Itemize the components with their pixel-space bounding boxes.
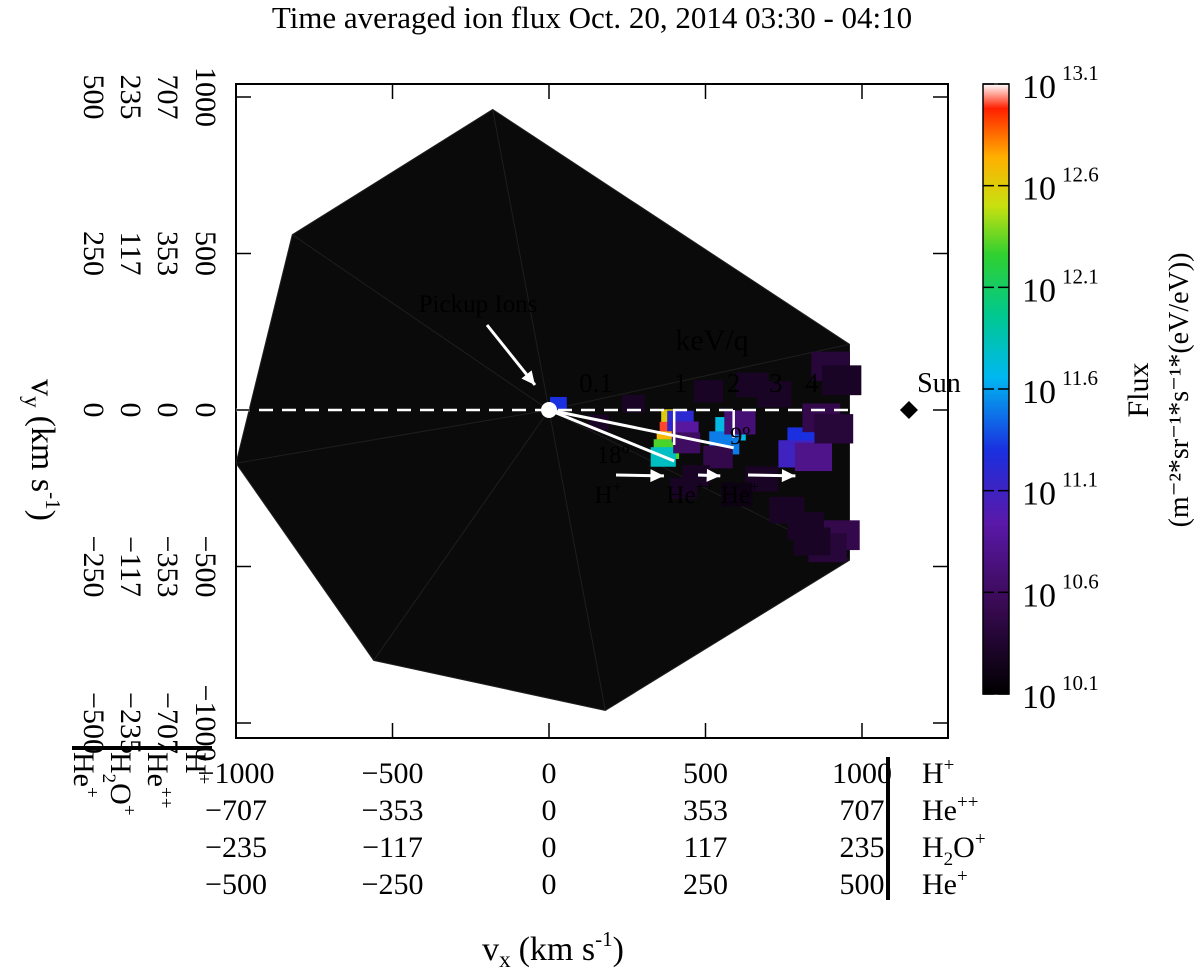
- y-species-label: He+: [67, 752, 102, 798]
- sector-line: [292, 234, 550, 411]
- colorbar-tick-label: 10 11.6: [1022, 366, 1098, 411]
- x-tick-label: 0: [542, 794, 557, 827]
- peak-arrow-head: [650, 469, 664, 483]
- sun-marker: [899, 401, 918, 419]
- x-tick-label: −235: [205, 831, 267, 864]
- y-tick-label: 500: [189, 231, 222, 276]
- y-tick-label: −500: [189, 536, 222, 598]
- y-species-label: H+: [179, 752, 214, 784]
- x-tick-label: −707: [205, 794, 267, 827]
- y-tick-label: 0: [77, 403, 110, 418]
- colorbar-label: Flux: [1122, 362, 1155, 417]
- y-species-label: He++: [141, 752, 176, 808]
- x-tick-label: 707: [840, 794, 885, 827]
- energy-tick-label: 0.1: [579, 368, 613, 398]
- energy-scale-title: keV/q: [675, 324, 748, 357]
- y-tick-label: 500: [77, 75, 110, 120]
- pickup-arrow-head: [521, 370, 535, 385]
- x-tick-label: −500: [362, 757, 424, 790]
- flux-cell: [694, 380, 724, 403]
- x-tick-label: 250: [683, 868, 728, 901]
- flux-cell: [670, 477, 697, 499]
- flux-cell: [757, 381, 792, 408]
- y-tick-label: −707: [151, 692, 184, 754]
- x-tick-label: 500: [683, 757, 728, 790]
- y-tick-label: −353: [151, 536, 184, 598]
- x-tick-label: 500: [840, 868, 885, 901]
- sector-line: [236, 409, 550, 464]
- y-tick-label: −500: [77, 692, 110, 754]
- x-axis-label: vx (km s-1): [482, 927, 624, 972]
- colorbar-tick-label: 10 12.1: [1022, 264, 1099, 309]
- x-tick-label: −117: [362, 831, 423, 864]
- x-tick-label: 0: [542, 831, 557, 864]
- y-tick-label: −250: [77, 536, 110, 598]
- colorbar-tick-label: 10 12.6: [1022, 163, 1099, 208]
- x-species-label: He+: [922, 866, 968, 901]
- x-tick-label: 0: [542, 868, 557, 901]
- flux-cell: [622, 394, 645, 413]
- y-species-label: H2O+: [98, 752, 139, 816]
- angle-label-18: 18º: [597, 442, 630, 469]
- sector-line: [492, 109, 550, 411]
- x-tick-label: 353: [683, 794, 728, 827]
- x-tick-label: −500: [205, 868, 267, 901]
- x-tick-label: −1000: [198, 757, 275, 790]
- x-tick-label: −250: [362, 868, 424, 901]
- colorbar-tick-label: 10 10.1: [1022, 671, 1099, 716]
- x-species-label: He++: [922, 792, 978, 827]
- flux-cell: [821, 365, 862, 396]
- y-tick-label: 707: [151, 75, 184, 120]
- energy-tick-label: 4: [805, 368, 819, 398]
- sector-line: [548, 409, 606, 711]
- x-tick-label: 117: [684, 831, 728, 864]
- flux-cell: [703, 445, 733, 469]
- x-species-label: H+: [922, 755, 954, 790]
- y-tick-label: −117: [114, 536, 147, 597]
- y-tick-label: 0: [151, 403, 184, 418]
- y-tick-label: 0: [189, 403, 222, 418]
- x-tick-label: −353: [362, 794, 424, 827]
- flux-cell: [814, 414, 854, 444]
- y-tick-label: 235: [114, 75, 147, 120]
- colorbar-tick-label: 10 13.1: [1022, 61, 1099, 106]
- peak-arrow-head: [781, 469, 796, 483]
- flux-cell: [769, 496, 805, 524]
- pickup-ions-label: Pickup Ions: [419, 291, 538, 318]
- y-tick-label: 0: [114, 403, 147, 418]
- x-tick-label: 235: [840, 831, 885, 864]
- colorbar-unit: (m⁻²*sr⁻¹*s⁻¹*(eV/eV)): [1164, 253, 1195, 528]
- chart-title: Time averaged ion flux Oct. 20, 2014 03:…: [272, 0, 912, 35]
- energy-tick-label: 3: [769, 368, 783, 398]
- flux-cell: [794, 442, 833, 472]
- colorbar-tick-label: 10 11.1: [1022, 468, 1098, 513]
- colorbar-tick-label: 10 10.6: [1022, 569, 1099, 614]
- flux-cell: [724, 410, 756, 435]
- y-tick-label: 1000: [189, 67, 222, 127]
- angle-line-18: [548, 408, 675, 463]
- peak-arrow-head: [706, 468, 721, 482]
- x-tick-label: 1000: [832, 757, 892, 790]
- x-tick-label: 0: [542, 757, 557, 790]
- y-tick-label: 117: [114, 232, 147, 276]
- sector-line: [373, 409, 550, 661]
- y-axis-label: vy(km s-1): [20, 379, 65, 521]
- x-species-label: H2O+: [922, 829, 986, 870]
- flux-cell: [721, 482, 753, 507]
- y-tick-label: 353: [151, 231, 184, 276]
- angle-label-9: 9º: [730, 423, 751, 450]
- angle-line-9: [548, 408, 734, 450]
- sun-label: Sun: [917, 368, 961, 399]
- y-tick-label: −235: [114, 692, 147, 754]
- sector-line: [548, 343, 850, 411]
- y-tick-label: 250: [77, 231, 110, 276]
- energy-tick-label: 2: [727, 368, 741, 398]
- energy-tick-label: 1: [674, 368, 688, 398]
